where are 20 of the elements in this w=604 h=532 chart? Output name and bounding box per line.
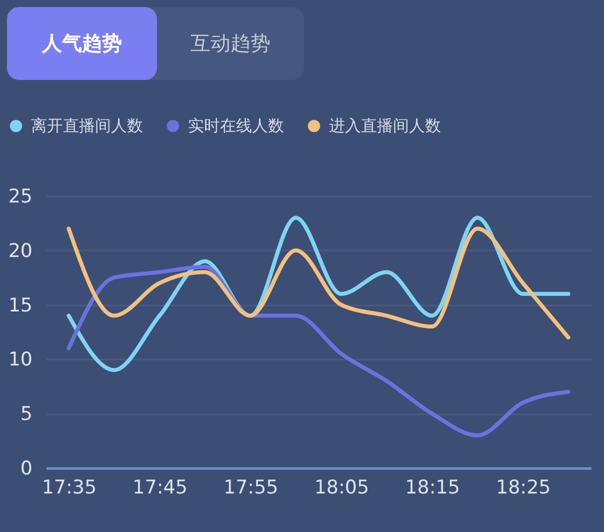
selected-tab[interactable]: 人气趋势 bbox=[7, 7, 157, 80]
y-tick-label: 20 bbox=[8, 240, 32, 262]
y-tick-label: 0 bbox=[20, 458, 32, 480]
x-tick-label: 18:05 bbox=[314, 476, 370, 498]
x-tick-label: 17:35 bbox=[42, 476, 97, 498]
legend-label: 实时在线人数 bbox=[188, 116, 284, 135]
x-tick-label: 18:15 bbox=[405, 476, 460, 498]
tab[interactable]: 互动趋势 bbox=[157, 7, 304, 80]
line-series bbox=[66, 264, 570, 438]
chart-title: 人气趋势 bbox=[42, 30, 122, 57]
y-tick-label: 25 bbox=[8, 186, 32, 208]
y-tick-label: 10 bbox=[8, 348, 32, 371]
legend-label: 进入直播间人数 bbox=[329, 116, 441, 135]
x-tick-label: 17:55 bbox=[223, 476, 278, 498]
x-tick-label: 18:25 bbox=[496, 476, 551, 498]
y-tick-label: 5 bbox=[20, 403, 32, 426]
y-tick-label: 15 bbox=[8, 294, 32, 316]
legend-label: 离开直播间人数 bbox=[31, 116, 143, 135]
x-tick-label: 17:45 bbox=[132, 476, 188, 498]
line-series bbox=[66, 226, 570, 340]
